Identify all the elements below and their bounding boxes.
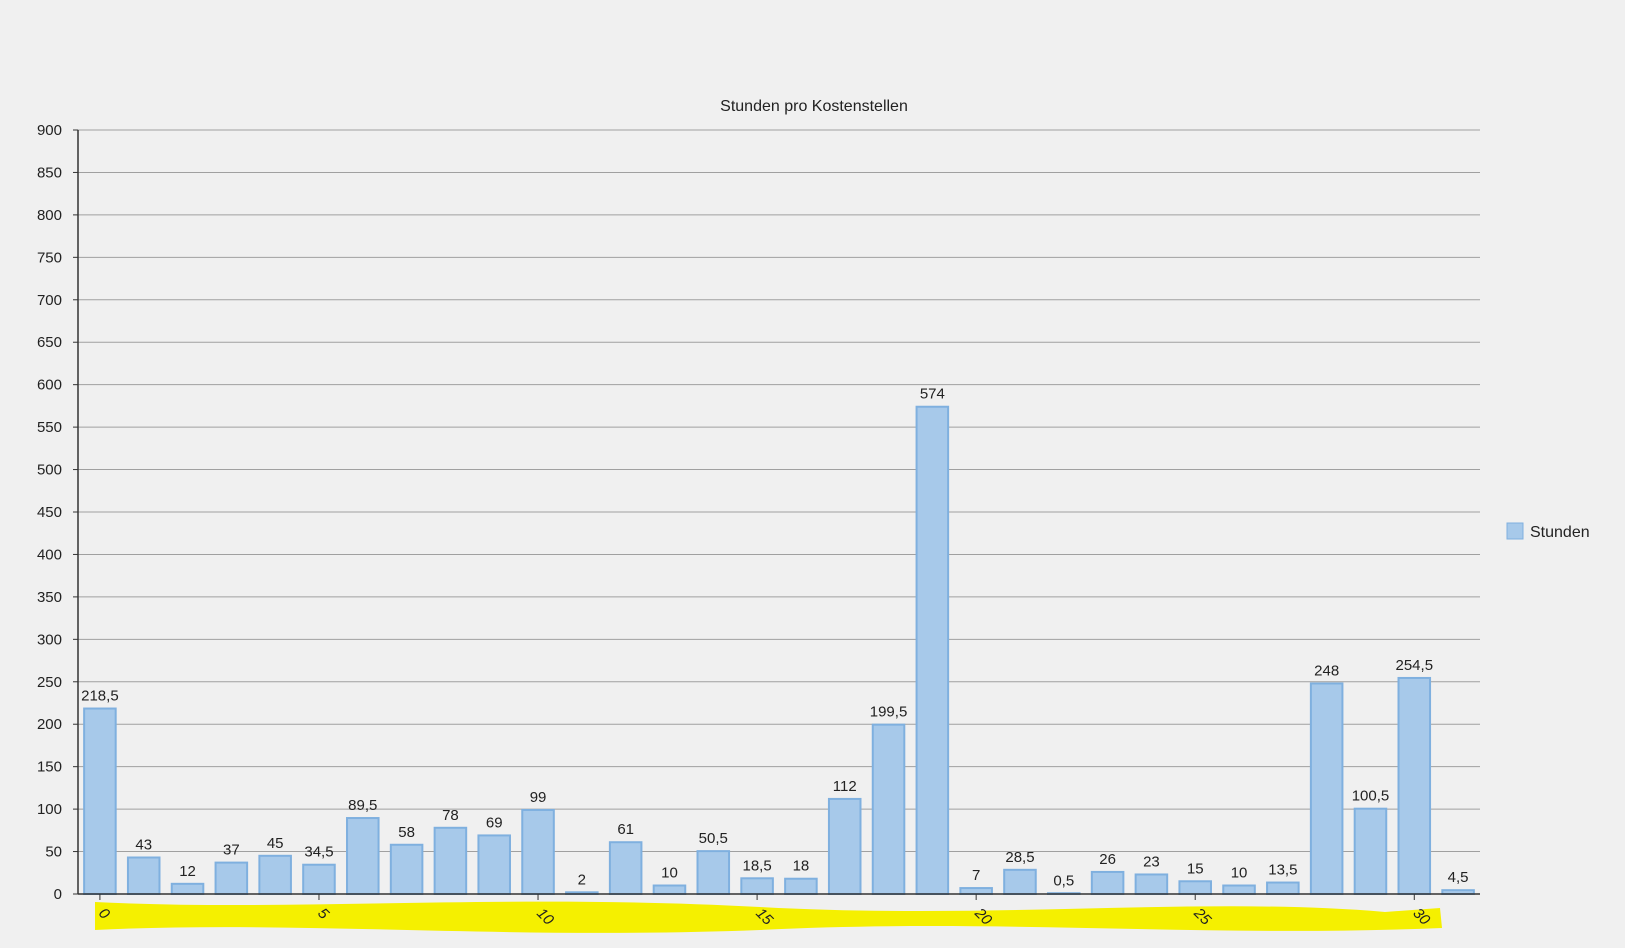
x-axis-highlight <box>95 901 1442 933</box>
y-tick-label: 500 <box>37 462 62 479</box>
data-label: 45 <box>267 835 284 852</box>
data-label: 18 <box>793 858 810 875</box>
y-tick-label: 550 <box>37 419 62 436</box>
bar <box>608 841 643 895</box>
data-labels: 218,5 43 12 37 45 34,5 89,5 58 78 69 99 2 61 10 50,5 18… <box>81 386 1468 890</box>
data-label: 50,5 <box>699 830 728 847</box>
data-label: 112 <box>833 778 857 795</box>
y-tick-label: 0 <box>54 886 62 903</box>
bar <box>170 882 205 896</box>
data-label: 28,5 <box>1005 849 1034 866</box>
y-tick-label: 850 <box>37 164 62 181</box>
y-tick-label: 900 <box>37 122 62 139</box>
bar <box>126 856 161 896</box>
bar <box>302 863 336 895</box>
y-tick-label: 450 <box>37 504 62 521</box>
data-label: 254,5 <box>1396 657 1434 674</box>
data-label: 89,5 <box>348 797 377 814</box>
y-tick-label: 200 <box>37 716 62 733</box>
y-tick-label: 250 <box>37 674 62 691</box>
data-label: 15 <box>1187 860 1204 877</box>
y-tick-label: 150 <box>37 759 62 776</box>
data-label: 37 <box>223 842 240 859</box>
data-label: 4,5 <box>1448 869 1469 886</box>
y-tick-label: 800 <box>37 207 62 224</box>
bar <box>1309 682 1344 896</box>
data-label: 12 <box>179 863 196 880</box>
data-label: 0,5 <box>1053 873 1074 890</box>
bar <box>827 797 862 895</box>
data-label: 34,5 <box>304 844 333 861</box>
bar <box>696 850 731 895</box>
data-label: 218,5 <box>81 688 119 705</box>
bar <box>740 877 774 895</box>
y-tick-label: 650 <box>37 334 62 351</box>
data-label: 574 <box>920 386 945 403</box>
bars <box>83 405 1475 896</box>
data-label: 10 <box>661 865 678 882</box>
bar <box>652 884 687 895</box>
bar <box>1090 870 1125 896</box>
bar <box>1178 880 1212 895</box>
y-axis-tick-labels: 0 50 100 150 200 250 300 350 400 450 500 550 600 650 7… <box>37 122 62 903</box>
bar <box>258 854 292 895</box>
data-label: 26 <box>1099 851 1116 868</box>
bar <box>83 707 117 895</box>
data-label: 23 <box>1143 853 1160 870</box>
bar <box>915 405 950 895</box>
data-label: 61 <box>617 821 634 838</box>
y-tick-label: 350 <box>37 589 62 606</box>
legend-swatch-stunden <box>1506 522 1524 540</box>
data-label: 100,5 <box>1352 788 1390 805</box>
legend-label-stunden: Stunden <box>1530 524 1590 541</box>
bar <box>1003 868 1037 895</box>
bar <box>1222 884 1256 895</box>
data-label: 2 <box>578 871 586 888</box>
legend: Stunden <box>1506 522 1590 541</box>
bar <box>389 843 424 896</box>
axes <box>77 130 1480 900</box>
bar <box>871 723 906 895</box>
y-tick-label: 300 <box>37 631 62 648</box>
bar <box>959 887 993 896</box>
data-label: 78 <box>442 807 459 824</box>
bar <box>784 877 818 895</box>
data-label: 18,5 <box>742 857 771 874</box>
y-tick-label: 750 <box>37 249 62 266</box>
data-label: 248 <box>1314 662 1339 679</box>
data-label: 199,5 <box>870 704 908 721</box>
data-label: 13,5 <box>1268 862 1297 879</box>
bar <box>346 817 380 895</box>
bar <box>477 834 511 896</box>
bar <box>521 808 555 896</box>
data-label: 99 <box>530 789 547 806</box>
bar <box>1134 873 1169 896</box>
y-tick-label: 100 <box>37 801 62 818</box>
y-tick-label: 400 <box>37 546 62 563</box>
data-label: 10 <box>1231 865 1248 882</box>
chart-title: Stunden pro Kostenstellen <box>720 98 908 115</box>
bar <box>1397 676 1432 895</box>
bar <box>214 861 249 896</box>
data-label: 7 <box>972 867 980 884</box>
grid-lines <box>73 129 1480 895</box>
y-tick-label: 700 <box>37 292 62 309</box>
y-tick-label: 50 <box>45 844 62 861</box>
data-label: 58 <box>398 824 415 841</box>
bar <box>1266 881 1300 895</box>
bar <box>433 826 468 896</box>
y-tick-label: 600 <box>37 377 62 394</box>
bar <box>1353 807 1388 895</box>
data-label: 43 <box>135 836 152 853</box>
data-label: 69 <box>486 814 503 831</box>
